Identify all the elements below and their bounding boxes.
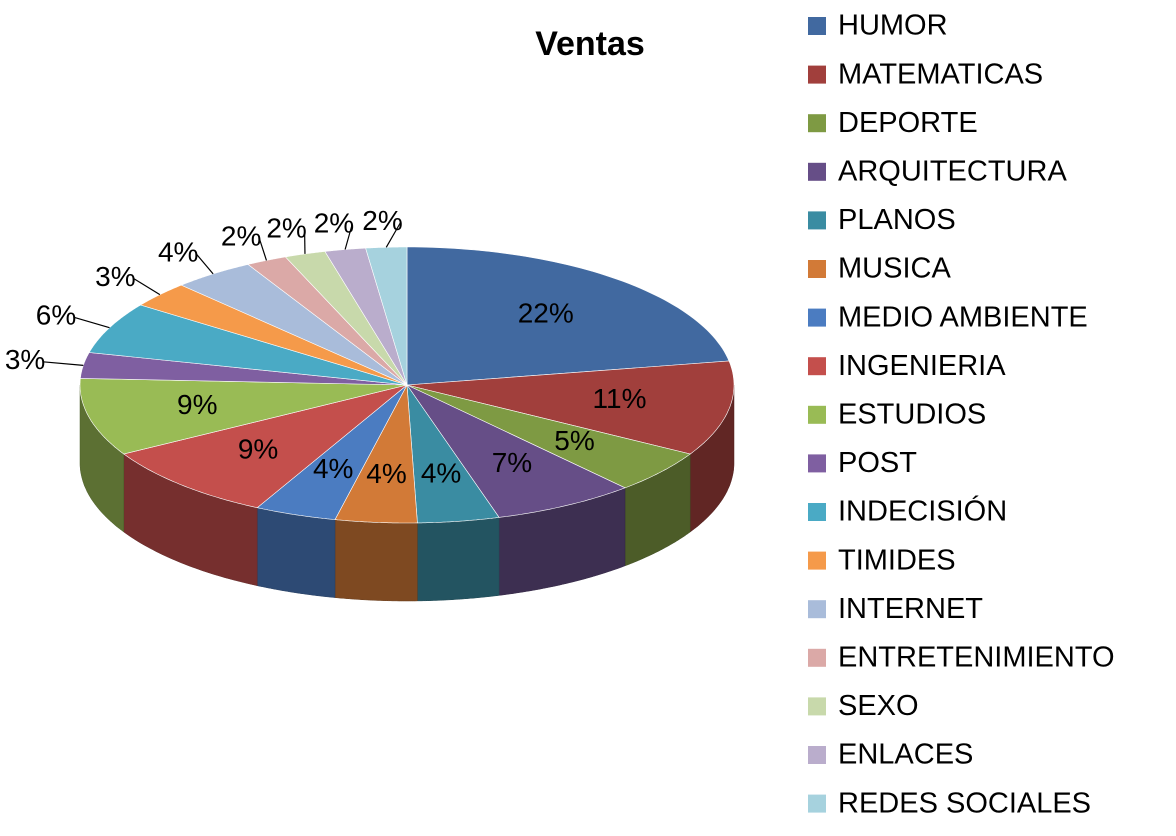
data-label: 22% (518, 298, 574, 329)
legend-swatch (808, 406, 826, 424)
leader-line (74, 317, 110, 327)
data-label: 9% (177, 389, 217, 420)
data-label: 2% (221, 220, 261, 251)
data-label: 4% (158, 236, 198, 267)
data-label: 2% (266, 213, 306, 244)
pie-side (335, 520, 417, 601)
legend-label: INDECISIÓN (838, 495, 1007, 528)
legend-label: INTERNET (838, 593, 983, 625)
data-label: 4% (366, 458, 406, 489)
legend-swatch (808, 260, 826, 278)
pie-side (257, 508, 335, 598)
legend-label: MEDIO AMBIENTE (838, 301, 1088, 333)
pie-side (417, 517, 499, 601)
legend-swatch (808, 649, 826, 667)
legend-label: INGENIERIA (838, 350, 1006, 382)
legend-swatch (808, 114, 826, 132)
legend-swatch (808, 746, 826, 764)
legend-swatch (808, 17, 826, 35)
chart-title: Ventas (535, 25, 645, 63)
data-label: 3% (5, 344, 45, 375)
legend-swatch (808, 163, 826, 181)
legend-label: HUMOR (838, 10, 948, 42)
legend-swatch (808, 697, 826, 715)
data-label: 4% (421, 457, 461, 488)
legend-label: ENTRETENIMIENTO (838, 641, 1115, 673)
leader-line (133, 278, 159, 294)
data-label: 5% (554, 425, 594, 456)
legend-swatch (808, 503, 826, 521)
legend-swatch (808, 357, 826, 375)
data-label: 2% (314, 207, 354, 238)
legend-label: REDES SOCIALES (838, 787, 1091, 819)
data-label: 2% (362, 205, 402, 236)
legend-label: TIMIDES (838, 544, 956, 576)
legend-swatch (808, 309, 826, 327)
legend-label: MUSICA (838, 253, 951, 285)
leader-line (196, 254, 213, 274)
legend-swatch (808, 795, 826, 813)
legend-label: DEPORTE (838, 107, 978, 139)
data-label: 3% (95, 261, 135, 292)
legend-swatch (808, 600, 826, 618)
legend-swatch (808, 66, 826, 84)
leader-line (43, 362, 83, 366)
legend-label: PLANOS (838, 204, 956, 236)
legend-swatch (808, 552, 826, 570)
legend-label: ESTUDIOS (838, 398, 986, 430)
legend-swatch (808, 454, 826, 472)
legend-label: ARQUITECTURA (838, 155, 1067, 187)
legend-swatch (808, 211, 826, 229)
data-label: 9% (238, 433, 278, 464)
data-label: 7% (492, 447, 532, 478)
data-label: 4% (313, 453, 353, 484)
data-label: 6% (36, 300, 76, 331)
legend-label: ENLACES (838, 739, 973, 771)
legend-label: MATEMATICAS (838, 58, 1043, 90)
legend-label: SEXO (838, 690, 919, 722)
data-label: 11% (593, 383, 647, 414)
legend-label: POST (838, 447, 917, 479)
